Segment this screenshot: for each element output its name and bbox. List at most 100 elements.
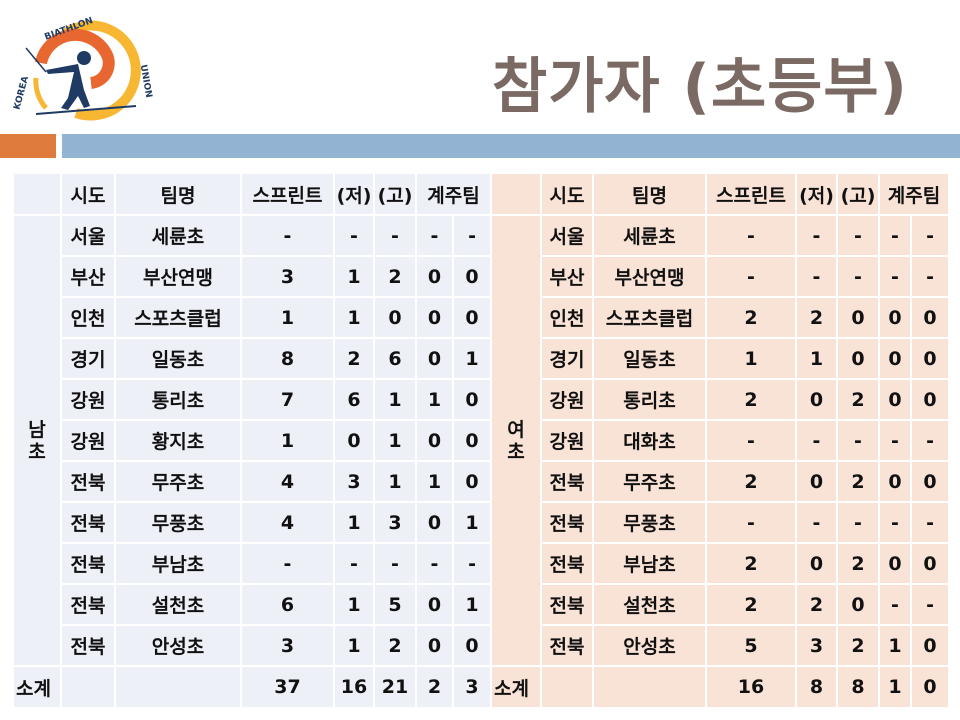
table-row: 강원 통리초 7 6 1 1 0 (13, 378, 493, 421)
cell-sprint: 6 (240, 583, 335, 626)
cell-region: 서울 (60, 214, 116, 257)
cell-team-count: 0 (451, 296, 493, 339)
cell-high: 0 (373, 296, 417, 339)
cell-sprint: 3 (240, 255, 335, 298)
cell-region: 전북 (540, 460, 594, 503)
cell-low: 3 (795, 624, 838, 667)
cell-high: 0 (836, 296, 880, 339)
cell-sprint: 4 (240, 501, 335, 544)
table-row: 부산 부산연맹 3 1 2 0 0 (13, 255, 493, 298)
cell-low: 0 (795, 460, 838, 503)
cell-region: 강원 (60, 378, 116, 421)
cell-sprint: - (705, 501, 797, 544)
cell-low: 6 (333, 378, 375, 421)
cell-relay: 0 (415, 583, 454, 626)
header-region: 시도 (540, 172, 594, 216)
cell-team: 부산연맹 (592, 255, 707, 298)
cell-team-count: 0 (909, 337, 951, 380)
table-row: 강원 대화초 - - - - - (491, 419, 951, 462)
table-row: 경기 일동초 8 2 6 0 1 (13, 337, 493, 380)
subtotal-blank (592, 665, 707, 709)
cell-team: 부산연맹 (114, 255, 242, 298)
header-high: (고) (373, 172, 417, 216)
table-row: 전북 설천초 2 2 0- - (491, 583, 951, 626)
cell-high: 2 (836, 624, 880, 667)
accent-bar-blue (62, 134, 960, 158)
group-label-char: 여 (507, 418, 525, 441)
cell-sprint: 2 (705, 296, 797, 339)
cell-region: 강원 (540, 378, 594, 421)
cell-sprint: - (705, 214, 797, 257)
cell-low: - (795, 255, 838, 298)
cell-high: - (836, 501, 880, 544)
header-team: 팀명 (114, 172, 242, 216)
cell-team: 무풍초 (114, 501, 242, 544)
cell-low: 0 (333, 419, 375, 462)
table-row: 전북 안성초 3 1 2 0 0 (13, 624, 493, 667)
cell-team-count: 0 (451, 460, 493, 503)
cell-relay: - (878, 419, 912, 462)
cell-sprint: 3 (240, 624, 335, 667)
cell-low: 2 (333, 337, 375, 380)
cell-region: 서울 (540, 214, 594, 257)
table-row: 여 초 서울 세륜초 - - - - - (490, 214, 951, 667)
cell-team: 부남초 (114, 542, 242, 585)
subtotal-label: 소계 (490, 665, 542, 709)
cell-sprint: 4 (240, 460, 335, 503)
cell-low: 0 (795, 378, 838, 421)
cell-sprint: 1 (705, 337, 797, 380)
table-row: 전북 부남초 - - - - - (13, 542, 493, 585)
cell-region: 부산 (540, 255, 594, 298)
cell-low: 1 (333, 296, 375, 339)
cell-team-count: - (909, 255, 951, 298)
cell-relay: 0 (878, 542, 912, 585)
table-row: 전북 부남초 2 0 2 0 0 (491, 542, 951, 585)
group-label-char: 초 (507, 440, 525, 463)
cell-sprint: 2 (705, 542, 797, 585)
cell-team: 안성초 (114, 624, 242, 667)
table-row: 남 초 서울 세륜초 - - - - - (12, 214, 493, 667)
cell-sprint: 1 (240, 419, 335, 462)
table-row: 전북 무풍초 - - - - - (491, 501, 951, 544)
cell-team-count: - (909, 583, 951, 626)
cell-high: 3 (373, 501, 417, 544)
cell-low: - (333, 214, 375, 257)
table-row: 경기 일동초 1 1 0 0 0 (491, 337, 951, 380)
cell-low: 1 (333, 255, 375, 298)
cell-team-count: 1 (451, 337, 493, 380)
cell-team: 무주초 (114, 460, 242, 503)
cell-high: - (836, 255, 880, 298)
cell-sprint: 8 (240, 337, 335, 380)
cell-region: 전북 (540, 542, 594, 585)
cell-sprint: - (240, 214, 335, 257)
cell-team-count: - (451, 542, 493, 585)
cell-sprint: 2 (705, 583, 797, 626)
svg-text:KOREA: KOREA (13, 75, 32, 111)
cell-relay: - (878, 255, 912, 298)
cell-team: 설천초 (114, 583, 242, 626)
header-row: 시도 팀명 스프린트 (저) (고) 계주팀 (490, 172, 951, 216)
cell-sprint: - (705, 255, 797, 298)
subtotal-value: 16 (333, 665, 375, 709)
cell-region: 전북 (60, 501, 116, 544)
cell-region: 강원 (540, 419, 594, 462)
cell-team: 세륜초 (114, 214, 242, 257)
cell-relay: 0 (415, 296, 454, 339)
cell-low: 3 (333, 460, 375, 503)
subtotal-value: 21 (373, 665, 417, 709)
cell-sprint: 7 (240, 378, 335, 421)
cell-region: 전북 (540, 501, 594, 544)
header-team: 팀명 (592, 172, 707, 216)
cell-team: 일동초 (592, 337, 707, 380)
cell-team-count: 0 (909, 378, 951, 421)
cell-team-count: - (909, 419, 951, 462)
cell-relay: - (415, 214, 454, 257)
cell-team: 세륜초 (592, 214, 707, 257)
cell-region: 경기 (60, 337, 116, 380)
accent-bar-orange (0, 134, 56, 158)
cell-high: - (373, 542, 417, 585)
subtotal-value: 3 (451, 665, 493, 709)
table-row: 전북 무풍초 4 1 3 0 1 (13, 501, 493, 544)
